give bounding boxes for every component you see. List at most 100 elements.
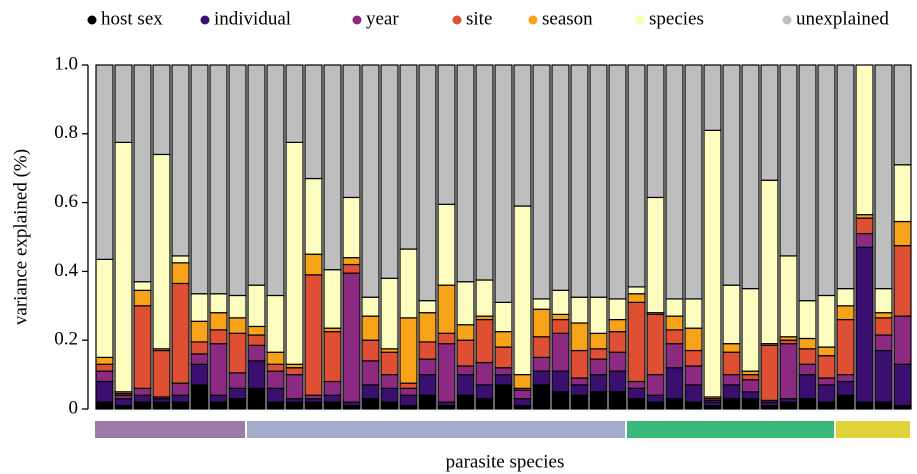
bar-segment: [323, 380, 342, 396]
bar-segment: [437, 64, 456, 205]
bar-segment: [551, 370, 570, 393]
bar-segment: [798, 300, 817, 340]
bar-segment: [684, 64, 703, 300]
bar-segment: [342, 272, 361, 403]
bar-segment: [399, 248, 418, 319]
bar-segment: [209, 293, 228, 314]
y-tick-label: 1.0: [54, 53, 78, 74]
bar-segment: [418, 341, 437, 360]
bar-segment: [608, 298, 627, 321]
bar-segment: [475, 279, 494, 317]
bar-segment: [570, 296, 589, 324]
bar-segment: [456, 365, 475, 376]
bar-segment: [551, 391, 570, 410]
bar-segment: [361, 398, 380, 410]
bar-segment: [95, 258, 114, 358]
legend-swatch: [352, 15, 362, 25]
bar-segment: [494, 384, 513, 410]
y-tick-label: 0.4: [54, 260, 78, 281]
bar-segment: [798, 398, 817, 410]
y-tick-label: 0.2: [54, 329, 78, 350]
bar-segment: [779, 401, 798, 410]
bar-segment: [475, 318, 494, 364]
bar-segment: [304, 253, 323, 276]
bar-segment: [627, 293, 646, 303]
bar-segment: [741, 379, 760, 393]
bar-segment: [779, 343, 798, 400]
bar-segment: [190, 64, 209, 295]
bar-segment: [494, 301, 513, 333]
bar-segment: [95, 401, 114, 410]
bar-segment: [817, 377, 836, 386]
bar-segment: [247, 387, 266, 410]
bar-segment: [532, 370, 551, 386]
group-strip: [836, 421, 910, 438]
bar-segment: [437, 332, 456, 345]
bar-segment: [209, 343, 228, 396]
bar-segment: [836, 394, 855, 410]
bar-segment: [437, 343, 456, 403]
bar-segment: [703, 129, 722, 398]
bar-segment: [285, 64, 304, 144]
bar-segment: [418, 358, 437, 376]
bar-segment: [532, 298, 551, 310]
bar-segment: [589, 64, 608, 298]
bar-segment: [456, 324, 475, 341]
y-tick-label: 0: [69, 397, 79, 418]
bar-segment: [893, 164, 912, 223]
bar-segment: [95, 64, 114, 260]
bar-segment: [304, 177, 323, 255]
bar-segment: [171, 255, 190, 264]
legend-swatch: [635, 15, 645, 25]
bar-segment: [608, 391, 627, 410]
bar-segment: [741, 398, 760, 410]
bar-segment: [494, 346, 513, 369]
bar-segment: [513, 389, 532, 400]
bar-segment: [741, 288, 760, 372]
bar-segment: [532, 356, 551, 372]
bar-segment: [513, 398, 532, 407]
bar-segment: [494, 374, 513, 386]
bar-segment: [437, 203, 456, 286]
legend-swatch: [782, 15, 792, 25]
bar-segment: [418, 300, 437, 314]
bar-segment: [893, 363, 912, 407]
bar-segment: [703, 64, 722, 131]
x-axis-label: parasite species: [446, 451, 565, 472]
bar-segment: [475, 384, 494, 400]
bar-segment: [266, 294, 285, 353]
bar-segment: [855, 64, 874, 216]
legend-label: host sex: [101, 8, 163, 29]
bar-segment: [456, 281, 475, 326]
bar-segment: [266, 387, 285, 403]
bar-segment: [570, 384, 589, 396]
bar-segment: [551, 289, 570, 316]
bar-segment: [114, 141, 133, 393]
bar-segment: [285, 374, 304, 400]
bar-segment: [456, 64, 475, 283]
bar-segment: [133, 387, 152, 396]
bar-segment: [513, 374, 532, 389]
bar-segment: [798, 348, 817, 365]
y-tick-label: 0.8: [54, 122, 78, 143]
bar-segment: [893, 220, 912, 247]
bar-segment: [361, 384, 380, 400]
bar-segment: [475, 361, 494, 386]
bar-segment: [817, 401, 836, 410]
bar-segment: [228, 398, 247, 410]
bar-segment: [171, 282, 190, 384]
bar-segment: [304, 401, 323, 410]
bar-segment: [209, 64, 228, 295]
bar-segment: [228, 332, 247, 374]
bar-segment: [380, 64, 399, 279]
bar-segment: [798, 64, 817, 302]
bar-segment: [399, 382, 418, 389]
bar-segment: [247, 284, 266, 328]
bar-segment: [836, 380, 855, 396]
bar-segment: [399, 387, 418, 396]
bar-segment: [608, 318, 627, 333]
bar-segment: [684, 298, 703, 329]
bar-segment: [380, 351, 399, 376]
bar-segment: [817, 294, 836, 348]
